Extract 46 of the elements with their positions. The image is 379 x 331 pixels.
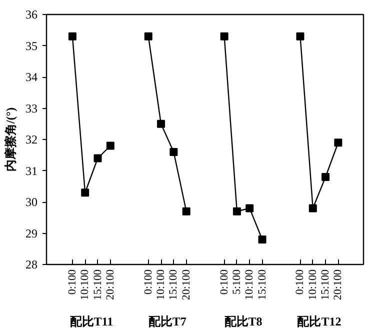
x-tick-label: 10:100: [155, 269, 168, 300]
x-tick-label: 10:100: [306, 269, 319, 300]
point: [144, 32, 152, 40]
x-tick-label: 0:100: [66, 269, 78, 295]
y-tick-label: 35: [26, 38, 38, 53]
text: 配比T8: [224, 314, 262, 328]
x-tick-label: 20:100: [104, 269, 116, 300]
x-tick-label: 0:100: [294, 269, 306, 295]
point: [170, 148, 178, 156]
point: [182, 207, 190, 216]
point: [334, 138, 342, 147]
y-tick-label: 31: [26, 164, 38, 178]
point: [220, 32, 228, 40]
y-tick-label: 30: [26, 195, 38, 209]
point: [296, 32, 304, 40]
y-tick-label: 36: [26, 8, 38, 22]
x-tick-label: 20:100: [332, 269, 344, 300]
point: [308, 204, 317, 212]
y-axis-title: 内摩擦角/(°): [4, 107, 18, 172]
x-tick-label: 10:100: [244, 269, 256, 300]
x-tick-label: 10:100: [79, 269, 92, 300]
point: [258, 236, 266, 244]
y-tick-label: 32: [26, 132, 38, 146]
x-tick-label: 15:100: [92, 269, 104, 300]
y-tick-label: 28: [26, 258, 38, 272]
point: [81, 188, 90, 197]
text: 配比T7: [148, 314, 186, 328]
y-tick-label: 29: [26, 226, 38, 240]
y-tick-label: 33: [26, 101, 38, 116]
point: [157, 120, 166, 128]
text: 配比T12: [297, 314, 342, 328]
point: [246, 204, 254, 212]
point: [232, 207, 241, 216]
text: 配比T11: [70, 314, 114, 328]
point: [68, 32, 76, 40]
x-tick-label: 0:100: [218, 269, 230, 295]
point: [106, 142, 114, 150]
x-tick-label: 15:100: [320, 269, 332, 300]
x-tick-label: 15:100: [256, 269, 268, 300]
y-tick-label: 34: [26, 70, 38, 84]
x-tick-label: 0:100: [142, 269, 154, 295]
point: [94, 154, 102, 162]
x-tick-label: 20:100: [180, 269, 192, 300]
point: [322, 173, 330, 181]
x-tick-label: 15:100: [168, 269, 180, 300]
x-tick-label: 5:100: [230, 269, 243, 295]
